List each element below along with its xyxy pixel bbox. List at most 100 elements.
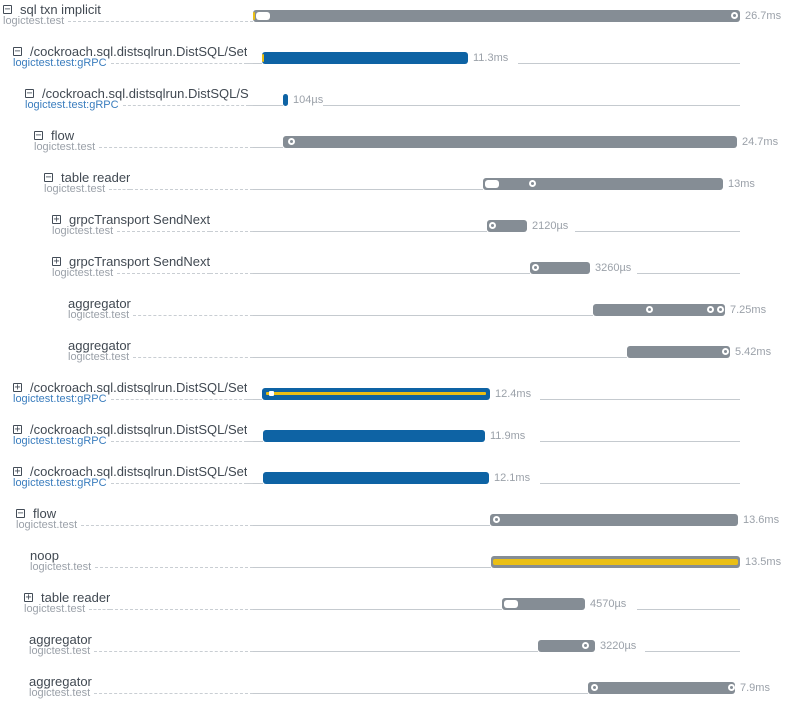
span-name-line: − flow — [34, 128, 99, 143]
span-bar[interactable] — [487, 220, 527, 232]
span-bar[interactable] — [593, 304, 725, 316]
expand-icon[interactable]: + — [13, 466, 22, 477]
span-duration: 24.7ms — [742, 136, 779, 148]
span-bar[interactable] — [263, 430, 485, 442]
expand-icon[interactable]: + — [13, 382, 22, 393]
span-duration: 13.6ms — [743, 514, 780, 526]
span-label: aggregator logictest.test — [0, 674, 94, 699]
span-duration: 13ms — [728, 178, 755, 190]
span-label: + /cockroach.sql.distsqlrun.DistSQL/Set lo… — [0, 380, 248, 405]
collapse-icon[interactable]: − — [16, 508, 25, 519]
leader-dash — [110, 63, 248, 64]
span-duration: 4570µs — [590, 598, 627, 610]
lead-line — [253, 63, 262, 64]
collapse-icon[interactable]: − — [34, 130, 43, 141]
span-name-line: + table reader — [24, 590, 110, 605]
trace-row: + grpcTransport SendNext logictest.test 212… — [0, 212, 786, 254]
span-timeline: 13.6ms — [253, 506, 786, 548]
span-bar[interactable] — [530, 262, 590, 274]
span-bar[interactable] — [627, 346, 730, 358]
event-pill — [256, 12, 270, 20]
event-dot — [591, 684, 598, 691]
leader-dash — [109, 189, 131, 190]
event-dot — [717, 306, 724, 313]
span-timeline: 4570µs — [253, 590, 786, 632]
expand-icon[interactable]: + — [24, 592, 33, 603]
collapse-icon[interactable]: − — [25, 88, 34, 99]
span-bar[interactable] — [490, 514, 738, 526]
event-dot — [529, 180, 536, 187]
span-bar[interactable] — [262, 388, 490, 400]
span-duration: 26.7ms — [745, 10, 782, 22]
span-timeline: 3220µs — [253, 632, 786, 674]
span-bar[interactable] — [588, 682, 735, 694]
collapse-icon[interactable]: − — [13, 46, 22, 57]
span-source: logictest.test — [16, 519, 78, 531]
expand-icon[interactable]: + — [52, 214, 61, 225]
span-timeline: 104µs — [253, 86, 786, 128]
trace-row: −/cockroach.sql.distsqlrun.DistSQL/S logi… — [0, 86, 786, 128]
lead-line — [253, 399, 262, 400]
leader-dash — [122, 105, 249, 106]
leader-dash — [68, 21, 101, 22]
collapse-icon[interactable]: − — [3, 4, 12, 15]
leader-dash — [247, 380, 253, 400]
span-bar[interactable] — [491, 556, 740, 568]
span-name-line: − flow — [16, 506, 81, 521]
leader-dash — [117, 231, 211, 232]
trail-line — [323, 105, 740, 106]
leader-dash — [110, 399, 248, 400]
span-bar[interactable] — [283, 94, 288, 106]
span-label: noop logictest.test — [0, 548, 95, 573]
leader-dash — [100, 2, 253, 22]
span-name: noop — [30, 548, 59, 563]
span-timeline: 11.9ms — [253, 422, 786, 464]
span-timeline: 11.3ms — [253, 44, 786, 86]
event-stripe — [266, 392, 486, 395]
span-bar[interactable] — [538, 640, 595, 652]
span-name-line: aggregator — [29, 632, 94, 647]
span-source-line: logictest.test — [16, 520, 81, 531]
span-duration: 5.42ms — [735, 346, 772, 358]
span-name: aggregator — [68, 296, 131, 311]
span-bar[interactable] — [253, 10, 740, 22]
span-duration: 104µs — [293, 94, 324, 106]
span-name: aggregator — [68, 338, 131, 353]
event-pill — [504, 600, 518, 608]
collapse-icon[interactable]: − — [44, 172, 53, 183]
event-dot — [722, 348, 729, 355]
expand-icon[interactable]: + — [52, 256, 61, 267]
leader-dash — [94, 674, 253, 694]
span-duration: 3260µs — [595, 262, 632, 274]
lead-line — [253, 441, 263, 442]
event-dot — [489, 222, 496, 229]
span-name-line: + grpcTransport SendNext — [52, 254, 210, 269]
span-bar[interactable] — [502, 598, 585, 610]
span-source: logictest.test:gRPC — [13, 393, 107, 405]
expand-icon[interactable]: + — [13, 424, 22, 435]
span-duration: 7.9ms — [740, 682, 770, 694]
span-source-line: logictest.test — [34, 142, 99, 153]
trace-row: aggregator logictest.test 7.9ms — [0, 674, 786, 716]
span-name-line: + grpcTransport SendNext — [52, 212, 210, 227]
span-name: sql txn implicit — [20, 2, 101, 17]
span-bar[interactable] — [483, 178, 723, 190]
span-duration: 7.25ms — [730, 304, 767, 316]
span-bar[interactable] — [262, 52, 468, 64]
event-stripe — [493, 559, 738, 565]
leader-dash — [94, 632, 253, 652]
span-bar[interactable] — [263, 472, 489, 484]
event-dot — [707, 306, 714, 313]
span-duration: 2120µs — [532, 220, 569, 232]
event-yellow-tick — [253, 12, 255, 20]
leader-dash — [117, 273, 211, 274]
span-bar[interactable] — [283, 136, 737, 148]
span-name: flow — [33, 506, 57, 521]
trail-line — [637, 273, 740, 274]
span-source: logictest.test — [44, 183, 106, 195]
span-duration: 11.3ms — [473, 52, 509, 64]
event-dot — [493, 516, 500, 523]
leader-dash — [95, 548, 253, 568]
trace-row: + /cockroach.sql.distsqlrun.DistSQL/Set lo… — [0, 422, 786, 464]
